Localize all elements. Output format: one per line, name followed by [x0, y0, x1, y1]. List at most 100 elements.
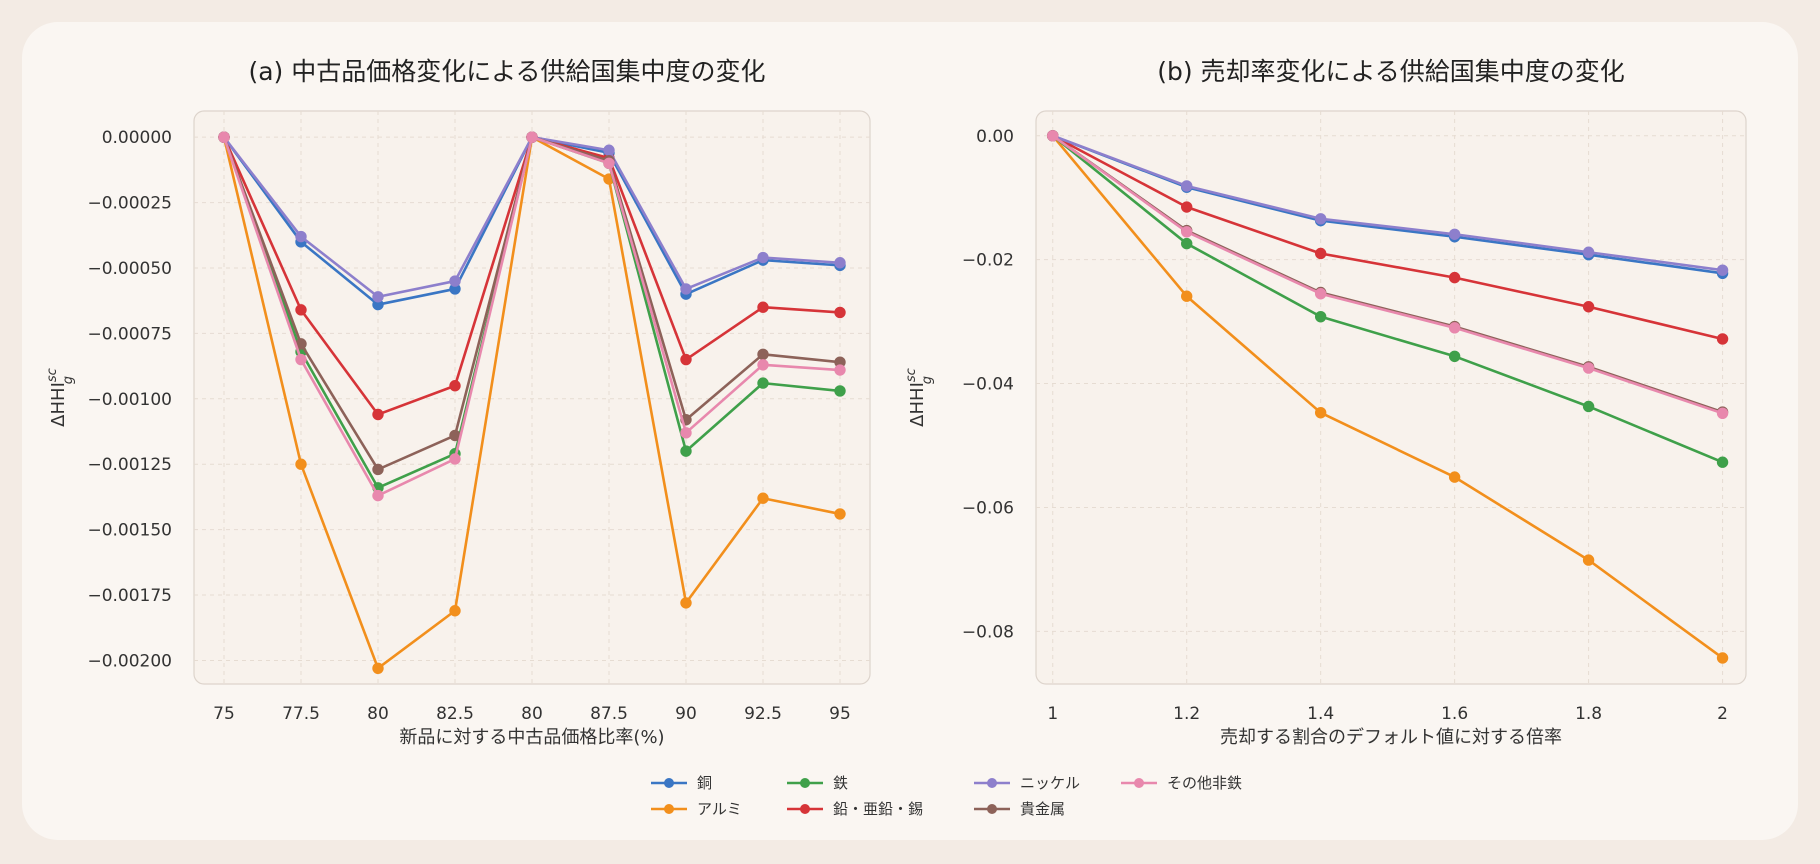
legend-item: 鉛・亜鉛・錫 — [787, 800, 923, 818]
data-point — [680, 353, 692, 366]
chart-title: (a) 中古品価格変化による供給国集中度の変化 — [248, 57, 765, 86]
x-tick-label: 1.2 — [1173, 704, 1200, 724]
x-tick-label: 1 — [1047, 704, 1058, 724]
y-tick-label: −0.00025 — [87, 194, 172, 214]
data-point — [1047, 130, 1059, 142]
data-point — [526, 131, 538, 143]
y-tick-label: −0.00075 — [87, 324, 172, 344]
chart-panel-b: 0.00 −0.02 −0.04 −0.06 −0.08 1 1.2 1.4 1.6 1.8 2 (b… — [904, 57, 1747, 748]
data-point — [757, 359, 769, 371]
data-point — [449, 275, 461, 287]
y-tick-label: −0.00200 — [87, 651, 172, 671]
data-point — [834, 508, 846, 520]
data-point — [1582, 554, 1595, 566]
series-line — [1052, 134, 1723, 272]
data-point — [449, 453, 461, 465]
data-point — [834, 364, 846, 376]
data-point — [757, 348, 769, 361]
data-point — [1314, 247, 1327, 260]
legend-item: ニッケル — [974, 774, 1080, 792]
y-axis-label-sup: sc — [904, 368, 919, 382]
y-axis-label-main: ΔHHI — [907, 382, 928, 427]
data-point — [1181, 290, 1193, 302]
data-point — [757, 377, 769, 389]
legend-label: 銅 — [697, 774, 712, 792]
data-point — [834, 306, 846, 319]
series-line — [1052, 134, 1723, 341]
y-axis-label-main: ΔHHI — [48, 382, 69, 427]
y-axis-label-sub: g — [61, 376, 76, 384]
x-tick-label: 1.4 — [1307, 704, 1334, 724]
data-point — [372, 662, 384, 675]
legend-item: アルミ — [651, 800, 742, 818]
data-point — [1716, 456, 1729, 468]
data-point — [218, 131, 230, 143]
x-tick-label: 80 — [521, 704, 543, 724]
data-point — [1716, 333, 1729, 345]
data-point — [449, 380, 461, 392]
y-tick-label: −0.00150 — [87, 521, 172, 541]
data-point — [757, 301, 769, 313]
y-tick-label: −0.08 — [962, 622, 1014, 642]
data-point — [1582, 301, 1595, 313]
x-tick-label: 95 — [829, 704, 851, 724]
data-point — [295, 353, 307, 366]
legend-swatch-marker — [664, 804, 674, 814]
legend-item: 貴金属 — [974, 800, 1065, 818]
data-point — [1448, 350, 1461, 363]
legend-label: ニッケル — [1020, 774, 1080, 792]
data-point — [1582, 246, 1595, 258]
data-point — [1716, 264, 1729, 276]
data-point — [1448, 471, 1461, 483]
data-point — [1582, 362, 1595, 374]
data-point — [1716, 652, 1729, 664]
legend-swatch-marker — [664, 778, 674, 788]
y-axis-label-sub: g — [920, 376, 935, 384]
y-axis-label-sup: sc — [45, 368, 60, 382]
data-point — [834, 385, 846, 397]
data-point — [757, 492, 769, 504]
y-tick-label: −0.02 — [962, 251, 1014, 271]
legend-label: 貴金属 — [1020, 800, 1065, 818]
x-tick-label: 92.5 — [744, 704, 782, 724]
y-tick-label: −0.04 — [962, 375, 1014, 395]
data-point — [603, 157, 615, 170]
data-point — [1181, 237, 1193, 250]
chart-panel-a: 0.00000 −0.00025 −0.00050 −0.00075 −0.00100 −… — [45, 57, 871, 748]
data-point — [1181, 226, 1193, 238]
x-axis-label: 新品に対する中古品価格比率(%) — [399, 727, 664, 748]
data-point — [1181, 201, 1193, 213]
data-point — [1448, 228, 1461, 240]
series-6 — [218, 131, 846, 502]
plot-area — [1035, 110, 1747, 685]
legend-label: 鉛・亜鉛・錫 — [833, 800, 923, 818]
data-point — [680, 597, 692, 609]
data-point — [1314, 288, 1327, 300]
legend-swatch-marker — [1134, 778, 1144, 788]
data-point — [372, 291, 384, 303]
y-axis-label: ΔHHIscg — [904, 368, 935, 427]
x-tick-label: 82.5 — [436, 704, 474, 724]
x-tick-label: 1.6 — [1441, 704, 1468, 724]
y-tick-label: −0.00175 — [87, 586, 172, 606]
plot-area — [193, 110, 871, 685]
data-point — [680, 427, 692, 439]
y-tick-label: −0.06 — [962, 498, 1014, 518]
x-axis-label: 売却する割合のデフォルト値に対する倍率 — [1220, 727, 1562, 748]
data-point — [1314, 310, 1327, 323]
data-point — [757, 251, 769, 264]
data-point — [1582, 400, 1595, 413]
series-line — [1051, 134, 1724, 660]
legend-item: 銅 — [651, 774, 712, 792]
x-tick-label: 75 — [213, 704, 235, 724]
chart-title: (b) 売却率変化による供給国集中度の変化 — [1157, 57, 1625, 86]
x-tick-label: 80 — [367, 704, 389, 724]
x-tick-label: 87.5 — [590, 704, 628, 724]
x-tick-label: 2 — [1717, 704, 1728, 724]
x-tick-label: 90 — [675, 704, 697, 724]
data-point — [372, 463, 384, 476]
legend-label: アルミ — [697, 800, 742, 818]
data-point — [834, 257, 846, 269]
